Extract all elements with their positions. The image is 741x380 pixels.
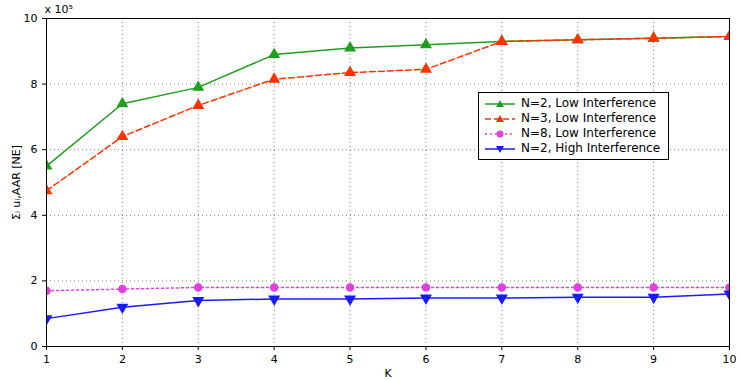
svg-text:8: 8 bbox=[31, 78, 38, 91]
svg-text:5: 5 bbox=[347, 353, 354, 366]
svg-text:6: 6 bbox=[422, 353, 429, 366]
svg-text:6: 6 bbox=[31, 143, 38, 156]
svg-text:2: 2 bbox=[31, 274, 38, 287]
svg-text:9: 9 bbox=[650, 353, 657, 366]
svg-text:K: K bbox=[384, 367, 392, 380]
svg-text:8: 8 bbox=[574, 353, 581, 366]
svg-text:7: 7 bbox=[498, 353, 505, 366]
svg-text:0: 0 bbox=[31, 340, 38, 353]
svg-text:Σᵢ uᵢ,AAR [NE]: Σᵢ uᵢ,AAR [NE] bbox=[10, 145, 23, 220]
svg-text:10: 10 bbox=[723, 353, 737, 366]
svg-text:10: 10 bbox=[24, 12, 38, 25]
svg-text:1: 1 bbox=[43, 353, 50, 366]
svg-text:3: 3 bbox=[195, 353, 202, 366]
svg-text:4: 4 bbox=[31, 209, 38, 222]
html-text:N=8, Low Interference: N=8, Low Interference bbox=[521, 126, 657, 140]
svg-text:4: 4 bbox=[271, 353, 278, 366]
html-text:N=3, Low Interference: N=3, Low Interference bbox=[521, 111, 657, 125]
html-text:N=2, Low Interference: N=2, Low Interference bbox=[521, 96, 657, 110]
svg-text:x 10⁵: x 10⁵ bbox=[45, 3, 73, 16]
svg-text:2: 2 bbox=[119, 353, 126, 366]
html-text:N=2, High Interference: N=2, High Interference bbox=[521, 141, 661, 155]
